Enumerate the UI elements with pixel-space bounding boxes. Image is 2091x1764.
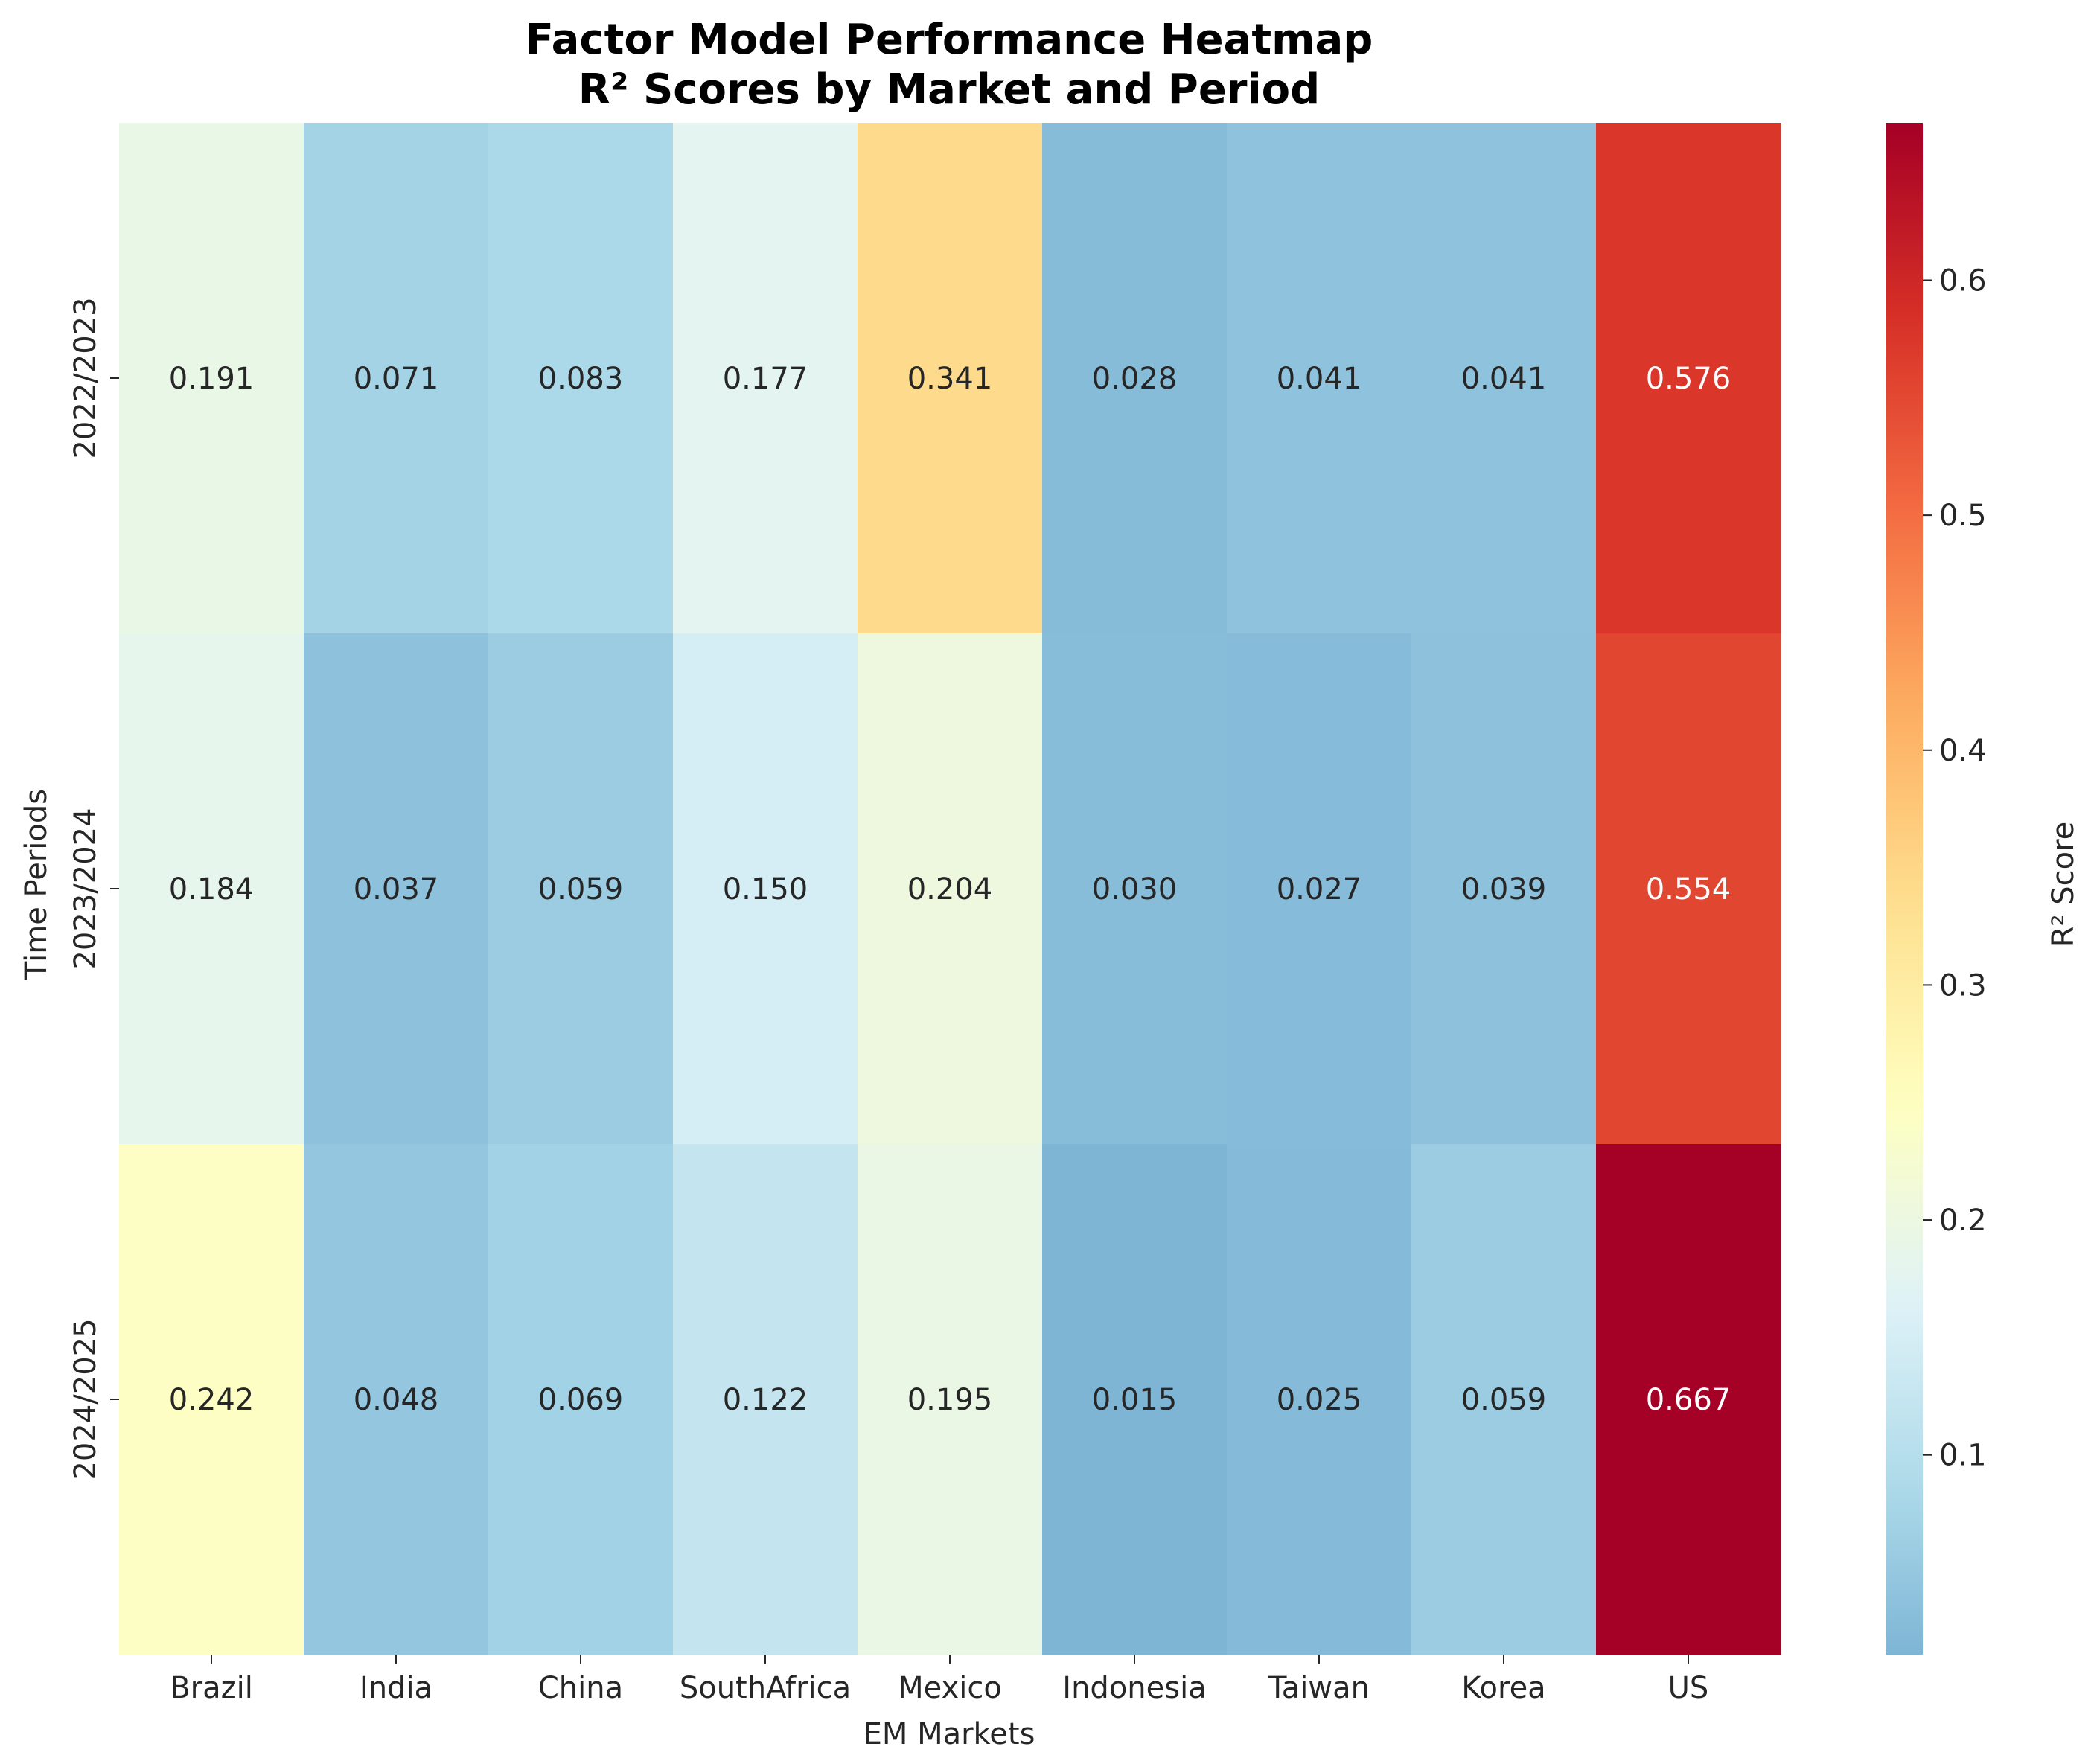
x-tick-label: Indonesia bbox=[1062, 1671, 1206, 1705]
x-tick-label: Taiwan bbox=[1268, 1671, 1370, 1705]
cell-value-label: 0.122 bbox=[723, 1383, 808, 1417]
cell-value-label: 0.025 bbox=[1277, 1383, 1362, 1417]
heatmap-cells: 0.191 0.071 0.083 0.177 0.341 0.028 0.041 0.041… bbox=[119, 123, 1781, 1655]
y-tick-label: 2022/2023 bbox=[68, 297, 103, 458]
y-axis-label: Time Periods bbox=[19, 789, 54, 980]
heatmap-cell bbox=[304, 1144, 489, 1655]
cell-value-label: 0.191 bbox=[169, 362, 255, 396]
heatmap-cell bbox=[1411, 1144, 1597, 1655]
heatmap-cell bbox=[1411, 123, 1597, 634]
heatmap-cell bbox=[1596, 1144, 1781, 1655]
heatmap-cell bbox=[1596, 123, 1781, 634]
cell-value-label: 0.195 bbox=[907, 1383, 993, 1417]
x-axis: Brazil India China SouthAfrica Mexico Indones… bbox=[170, 1655, 1708, 1705]
heatmap-cell bbox=[304, 123, 489, 634]
cell-value-label: 0.204 bbox=[907, 872, 993, 907]
heatmap-cell bbox=[1042, 633, 1228, 1145]
heatmap-cell bbox=[1227, 1144, 1412, 1655]
cell-value-label: 0.083 bbox=[538, 362, 624, 396]
chart-title: Factor Model Performance Heatmap bbox=[526, 16, 1373, 64]
colorbar-tick-label: 0.4 bbox=[1939, 734, 1987, 768]
heatmap-cell bbox=[858, 633, 1043, 1145]
heatmap-cell bbox=[119, 633, 304, 1145]
y-tick-label: 2023/2024 bbox=[68, 808, 103, 969]
heatmap-cell bbox=[858, 123, 1043, 634]
cell-value-label: 0.030 bbox=[1092, 872, 1178, 907]
heatmap-cell bbox=[858, 1144, 1043, 1655]
colorbar-label: R² Score bbox=[2046, 822, 2081, 947]
cell-value-label: 0.039 bbox=[1461, 872, 1547, 907]
cell-value-label: 0.667 bbox=[1646, 1383, 1731, 1417]
cell-value-label: 0.341 bbox=[907, 362, 993, 396]
x-axis-label: EM Markets bbox=[863, 1717, 1035, 1751]
cell-value-label: 0.059 bbox=[538, 872, 624, 907]
heatmap-cell bbox=[673, 1144, 858, 1655]
heatmap-cell bbox=[1042, 123, 1228, 634]
x-tick-label: Korea bbox=[1461, 1671, 1545, 1705]
heatmap-cell bbox=[673, 123, 858, 634]
heatmap-cell bbox=[673, 633, 858, 1145]
colorbar-tick-label: 0.3 bbox=[1939, 968, 1987, 1003]
cell-value-label: 0.177 bbox=[723, 362, 808, 396]
cell-value-label: 0.184 bbox=[169, 872, 255, 907]
x-tick-label: SouthAfrica bbox=[680, 1671, 851, 1705]
cell-value-label: 0.041 bbox=[1461, 362, 1547, 396]
y-tick-label: 2024/2025 bbox=[68, 1318, 103, 1480]
x-tick-label: China bbox=[538, 1671, 623, 1705]
cell-value-label: 0.048 bbox=[354, 1383, 439, 1417]
x-tick-label: Mexico bbox=[898, 1671, 1002, 1705]
cell-value-label: 0.242 bbox=[169, 1383, 255, 1417]
heatmap-cell bbox=[488, 123, 674, 634]
x-tick-label: India bbox=[360, 1671, 432, 1705]
heatmap-cell bbox=[1411, 633, 1597, 1145]
heatmap-cell bbox=[1596, 633, 1781, 1145]
y-axis: 2022/2023 2023/2024 2024/2025 bbox=[68, 297, 119, 1480]
heatmap-cell bbox=[488, 633, 674, 1145]
x-tick-label: US bbox=[1668, 1671, 1709, 1705]
cell-value-label: 0.037 bbox=[354, 872, 439, 907]
cell-value-label: 0.554 bbox=[1646, 872, 1731, 907]
colorbar bbox=[1886, 123, 1923, 1655]
cell-value-label: 0.071 bbox=[354, 362, 439, 396]
chart-subtitle: R² Scores by Market and Period bbox=[578, 65, 1320, 114]
heatmap-cell bbox=[1042, 1144, 1228, 1655]
cell-value-label: 0.041 bbox=[1277, 362, 1362, 396]
heatmap-cell bbox=[119, 123, 304, 634]
colorbar-axis: 0.1 0.2 0.3 0.4 0.5 0.6 bbox=[1923, 263, 1987, 1473]
cell-value-label: 0.059 bbox=[1461, 1383, 1547, 1417]
x-tick-label: Brazil bbox=[170, 1671, 253, 1705]
heatmap-cell bbox=[119, 1144, 304, 1655]
cell-value-label: 0.027 bbox=[1277, 872, 1362, 907]
heatmap-cell bbox=[1227, 123, 1412, 634]
heatmap-cell bbox=[488, 1144, 674, 1655]
colorbar-tick-label: 0.1 bbox=[1939, 1439, 1987, 1473]
cell-value-label: 0.150 bbox=[723, 872, 808, 907]
colorbar-tick-label: 0.6 bbox=[1939, 263, 1987, 298]
cell-value-label: 0.069 bbox=[538, 1383, 624, 1417]
heatmap-cell bbox=[1227, 633, 1412, 1145]
cell-value-label: 0.028 bbox=[1092, 362, 1178, 396]
heatmap-cell bbox=[304, 633, 489, 1145]
colorbar-tick-label: 0.5 bbox=[1939, 499, 1987, 533]
cell-value-label: 0.015 bbox=[1092, 1383, 1178, 1417]
cell-value-label: 0.576 bbox=[1646, 362, 1731, 396]
colorbar-tick-label: 0.2 bbox=[1939, 1204, 1987, 1238]
